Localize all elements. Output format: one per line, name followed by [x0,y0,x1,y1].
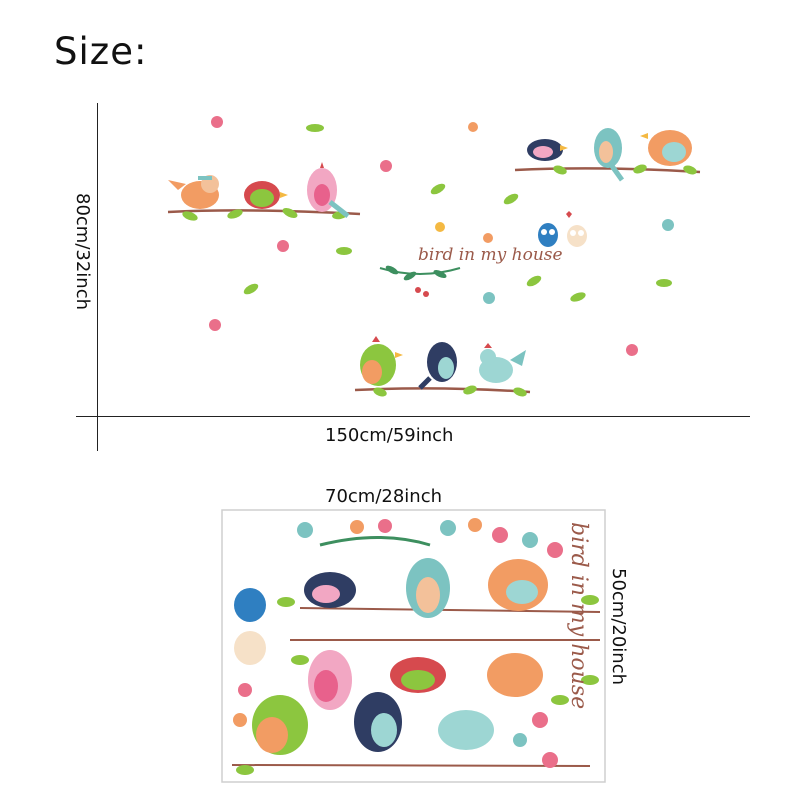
bird-red-left [244,181,288,209]
size-heading: Size: [54,30,148,73]
wall-caption: bird in my house [418,245,563,265]
branch-right [514,164,701,175]
sheet-birds [252,558,548,755]
bird-teal-bottom [479,343,526,383]
sheet-leaves [236,536,599,775]
width-axis-line [76,416,750,417]
wall-width-label: 150cm/59inch [325,425,454,446]
bird-navy-bottom [418,342,457,390]
bird-pink-left [307,162,350,218]
height-axis-line [97,103,98,451]
scattered-flowers [209,116,674,356]
branch-left [167,208,361,221]
leaf-garland [379,265,461,297]
scattered-leaves [243,124,672,302]
owl-pair [538,211,587,247]
sheet-flowers [233,518,563,768]
sheet-owls [234,588,266,665]
branch-bottom [354,385,531,397]
sheet-width-label: 70cm/28inch [325,486,443,507]
bird-orange-left [168,175,219,209]
bird-navy-right [527,139,568,161]
sheet-caption: bird in my house [566,522,591,709]
bird-orange-right [640,130,692,166]
bird-green-bottom [360,336,403,386]
bird-teal-right [594,128,625,182]
sheet-branches [231,607,601,767]
